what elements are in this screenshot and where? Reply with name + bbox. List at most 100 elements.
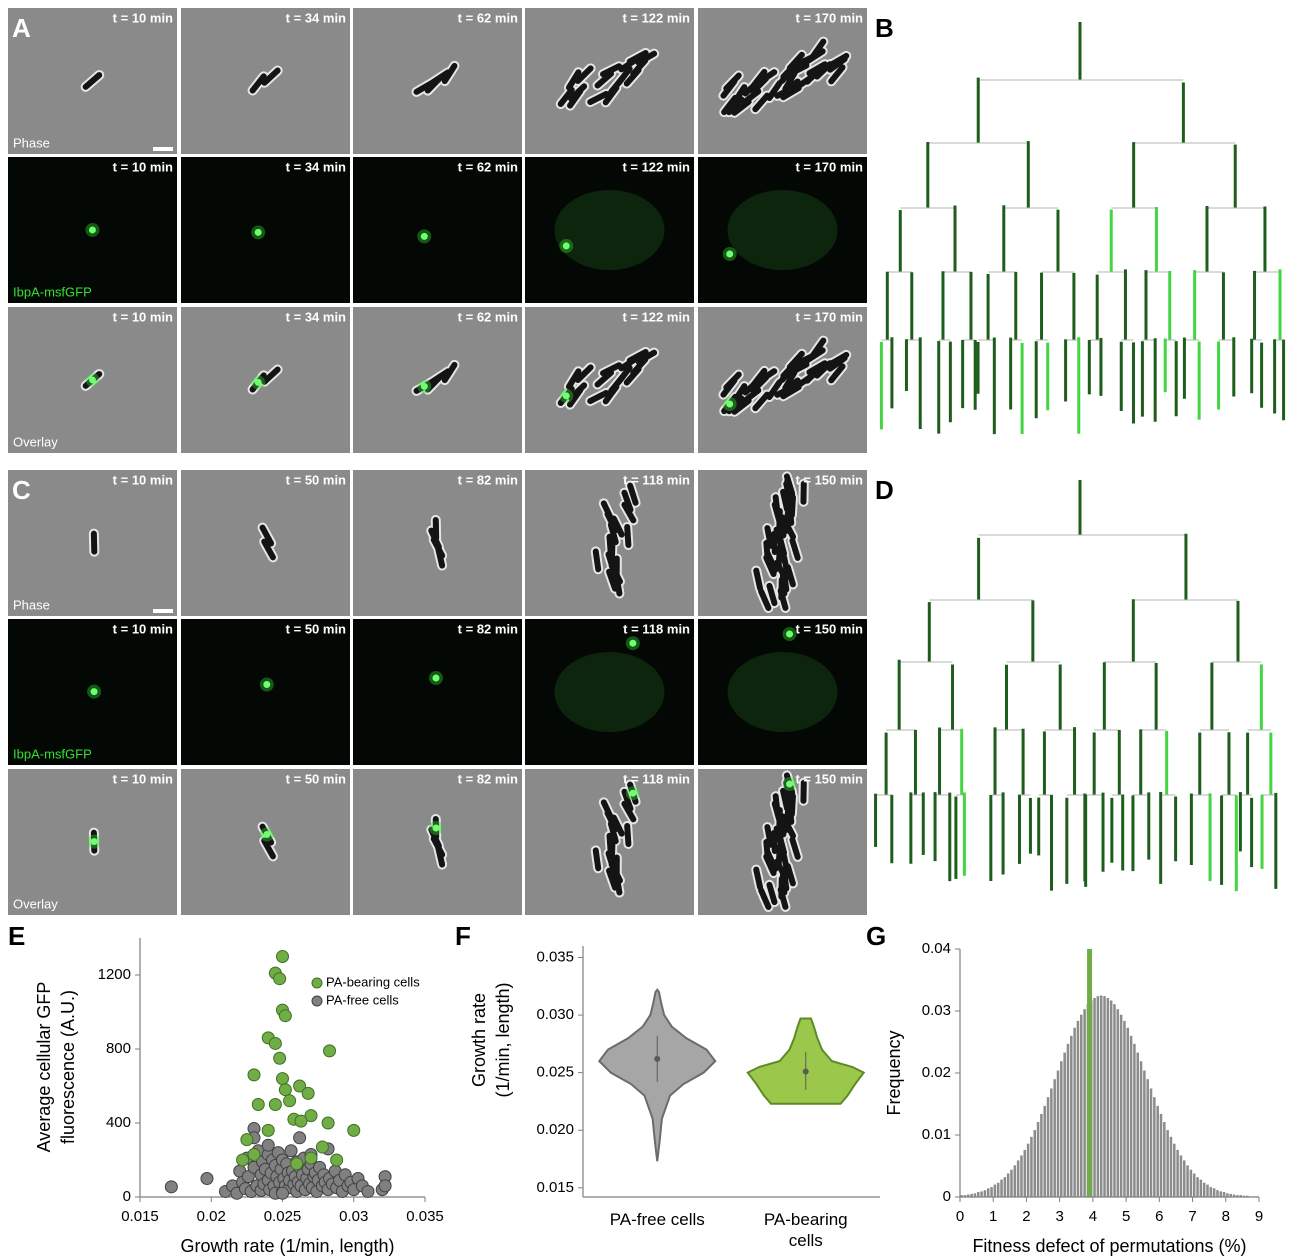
cell	[723, 72, 742, 92]
histogram-bar	[1056, 1070, 1060, 1197]
panel-label: E	[8, 921, 25, 951]
scatter-point	[164, 1180, 178, 1194]
violin-median	[802, 1068, 809, 1075]
scatter-point	[247, 1068, 261, 1082]
cell	[756, 368, 778, 385]
cell	[776, 533, 788, 557]
cell	[624, 823, 632, 847]
x-tick-label: 0.025	[264, 1208, 302, 1225]
cell	[784, 863, 796, 887]
micrograph: t = 122 min	[525, 307, 694, 453]
panel-label: G	[866, 921, 886, 951]
x-tick-label: 1	[989, 1208, 997, 1225]
cell	[726, 96, 745, 116]
x-tick-label: 0.03	[339, 1208, 368, 1225]
histogram-bar	[977, 1192, 980, 1197]
time-label: t = 118 min	[623, 771, 690, 786]
cell	[777, 587, 789, 611]
fluor-haze	[727, 190, 838, 270]
time-label: t = 122 min	[622, 10, 690, 25]
time-label: t = 82 min	[458, 621, 518, 636]
x-tick-label: 6	[1155, 1208, 1163, 1225]
cell	[621, 788, 634, 812]
fluor-focus	[263, 831, 271, 839]
cell	[621, 489, 634, 513]
histogram-bar	[1173, 1143, 1176, 1197]
histogram-bar	[1232, 1194, 1236, 1197]
y-axis-label: fluorescence (A.U.)	[58, 990, 78, 1144]
time-label: t = 122 min	[622, 309, 690, 324]
cell	[776, 807, 783, 832]
cell	[780, 384, 802, 400]
histogram-bar	[1239, 1195, 1242, 1197]
micrograph: t = 82 min	[353, 470, 522, 616]
fluor-haze	[554, 190, 665, 270]
histogram-bar	[1129, 1035, 1133, 1197]
cell	[723, 371, 742, 391]
time-label: t = 10 min	[113, 159, 173, 174]
y-tick-label: 0	[123, 1188, 131, 1205]
cell	[780, 787, 791, 812]
cell	[784, 564, 796, 588]
histogram-bar	[1149, 1088, 1153, 1197]
y-tick-label: 800	[106, 1040, 131, 1057]
histogram-bar	[1106, 997, 1110, 1197]
x-tick-label: 0.02	[197, 1208, 226, 1225]
cell	[782, 369, 798, 391]
time-label: t = 10 min	[113, 771, 173, 786]
histogram-bar	[1043, 1105, 1046, 1197]
cell	[599, 362, 623, 377]
scatter-point	[261, 1138, 275, 1152]
legend-marker	[311, 995, 323, 1007]
histogram-bar	[970, 1193, 973, 1197]
cell	[806, 360, 828, 376]
histogram-bar	[1209, 1187, 1213, 1197]
image-background	[181, 619, 350, 765]
histogram-bar	[1116, 1009, 1120, 1197]
cell	[621, 800, 637, 823]
time-label: t = 150 min	[795, 472, 863, 487]
histogram-bar	[1063, 1052, 1066, 1197]
fluor-haze	[727, 652, 838, 732]
y-tick-label: 0.01	[922, 1126, 951, 1143]
image-background	[698, 619, 867, 765]
violin-median	[654, 1055, 661, 1062]
scatter-point	[321, 1116, 335, 1130]
scatter-point	[330, 1153, 344, 1167]
channel-label: Phase	[13, 135, 50, 150]
cell	[429, 368, 451, 385]
cell	[592, 847, 602, 872]
histogram-bar	[993, 1184, 997, 1197]
cell	[770, 531, 778, 555]
micrograph: t = 62 min	[353, 307, 522, 453]
panel-label: F	[455, 921, 471, 951]
histogram-bar	[986, 1188, 990, 1197]
observed-value-line	[1087, 949, 1093, 1197]
cell	[827, 351, 850, 367]
panel-label: D	[875, 475, 894, 505]
histogram-bar	[1006, 1173, 1010, 1197]
y-tick-label: 0.02	[922, 1064, 951, 1081]
scatter-point	[347, 1123, 361, 1137]
histogram-bar	[1229, 1193, 1233, 1197]
legend-label: PA-free cells	[326, 992, 399, 1007]
histogram-bar	[1212, 1188, 1216, 1197]
cell	[828, 363, 846, 384]
cell	[781, 517, 797, 540]
channel-label: Overlay	[13, 434, 58, 449]
time-label: t = 34 min	[286, 309, 346, 324]
cell	[613, 572, 623, 597]
y-tick-label: 0	[943, 1188, 951, 1205]
scatter-point	[293, 1079, 307, 1093]
legend-marker	[311, 977, 323, 989]
micrograph: t = 50 min	[181, 619, 350, 765]
fluor-focus	[726, 400, 734, 408]
time-label: t = 62 min	[458, 159, 518, 174]
histogram-bar	[1073, 1027, 1076, 1197]
time-label: t = 170 min	[795, 309, 863, 324]
cell	[565, 69, 582, 91]
panel-label: A	[12, 13, 31, 43]
scatter-point	[283, 1094, 297, 1108]
cell	[764, 550, 779, 574]
